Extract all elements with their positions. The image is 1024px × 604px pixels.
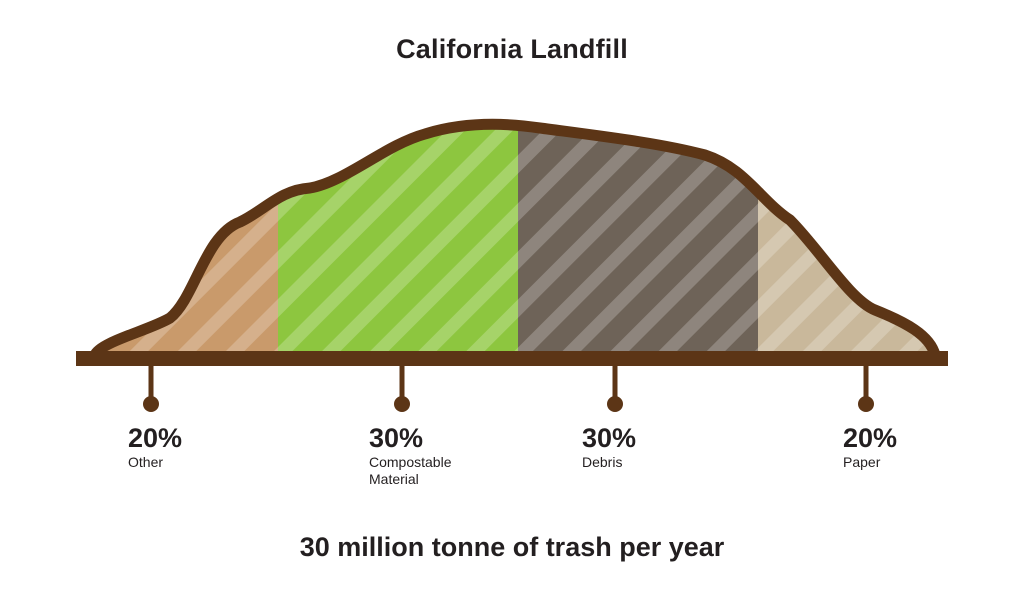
percent-label: 20%: [128, 423, 183, 453]
category-label: Compostable Material: [369, 454, 452, 487]
category-label: Other: [128, 454, 164, 470]
segment-label-paper: 20% Paper: [843, 422, 1003, 471]
chart-title: California Landfill: [396, 34, 628, 64]
tick-dot: [394, 396, 410, 412]
chart-subtitle: 30 million tonne of trash per year: [299, 532, 725, 562]
tick-group: [143, 364, 874, 412]
segment-label-other: 20% Other: [128, 422, 288, 471]
tick-dot: [607, 396, 623, 412]
stripe-overlay: [95, 124, 935, 356]
percent-label: 30%: [369, 423, 424, 453]
category-label: Debris: [582, 454, 623, 470]
segment-label-compostable: 30% Compostable Material: [369, 422, 529, 488]
tick-dot: [858, 396, 874, 412]
tick-dot: [143, 396, 159, 412]
percent-label: 30%: [582, 423, 637, 453]
category-label: Paper: [843, 454, 881, 470]
ground-base: [76, 351, 948, 366]
mound-outline: [89, 118, 941, 361]
segment-label-debris: 30% Debris: [582, 422, 742, 471]
percent-label: 20%: [843, 423, 898, 453]
